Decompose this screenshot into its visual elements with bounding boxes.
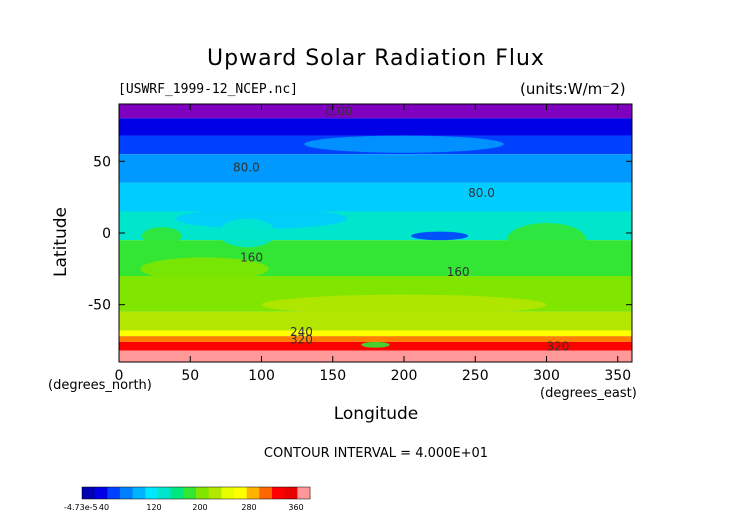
contour-interval-note: CONTOUR INTERVAL = 4.000E+01 [263, 446, 489, 461]
band-9 [119, 330, 632, 337]
colorbar-label: 200 [192, 503, 207, 512]
colorbar-swatch [234, 487, 248, 499]
contour-label: 0.00 [326, 104, 353, 118]
colorbar-swatch [259, 487, 273, 499]
region-1 [176, 208, 347, 229]
region-0 [304, 135, 504, 153]
colorbar-swatch [82, 487, 96, 499]
region-2 [218, 218, 276, 248]
colorbar-swatch [158, 487, 172, 499]
band-0 [119, 104, 632, 119]
colorbar-swatch [246, 487, 260, 499]
colorbar-frame [81, 486, 311, 500]
region-3 [141, 227, 182, 245]
contour-label: 320 [547, 340, 570, 354]
x-axis-label: Longitude [333, 404, 419, 424]
colorbar-swatch [208, 487, 222, 499]
contour-label: 160 [240, 251, 263, 265]
colorbar-swatch [120, 487, 134, 499]
colorbar-swatch [272, 487, 286, 499]
band-8 [119, 311, 632, 331]
colorbar-label: 40 [99, 503, 109, 512]
contour-label: 240 [290, 325, 313, 339]
colorbar-swatch [297, 487, 311, 499]
y-tick-label: -50 [88, 298, 111, 314]
region-4 [411, 231, 469, 241]
band-10 [119, 336, 632, 342]
region-7 [261, 294, 547, 315]
file-label: [USWRF_1999-12_NCEP.nc] [118, 82, 299, 97]
colorbar-swatch [170, 487, 184, 499]
band-4 [119, 182, 632, 212]
colorbar-swatch [183, 487, 197, 499]
band-12 [119, 350, 632, 362]
x-tick-label: 250 [462, 368, 489, 384]
colorbar-label: 120 [146, 503, 161, 512]
contour-label: 80.0 [468, 186, 495, 200]
units-label: (units:W/m⁻2) [520, 80, 626, 98]
region-8 [361, 341, 390, 348]
colorbar-swatch [145, 487, 159, 499]
colorbar-swatch [107, 487, 121, 499]
chart-title: Upward Solar Radiation Flux [207, 46, 545, 71]
x-tick-label: 50 [181, 368, 199, 384]
band-3 [119, 154, 632, 183]
y-units-label: (degrees_east) [540, 386, 637, 401]
colorbar-swatch [221, 487, 235, 499]
band-1 [119, 118, 632, 136]
y-tick-label: 0 [102, 226, 111, 242]
colorbar-swatch [94, 487, 108, 499]
contour-label: 160 [447, 265, 470, 279]
colorbar-swatch [196, 487, 210, 499]
colorbar-label: 360 [288, 503, 303, 512]
colorbar-label: 280 [241, 503, 256, 512]
colorbar-swatch [132, 487, 146, 499]
y-tick-label: 50 [93, 154, 111, 170]
region-6 [140, 257, 269, 281]
contour-label: 320 [290, 332, 313, 346]
x-tick-label: 350 [604, 368, 631, 384]
x-tick-label: 200 [391, 368, 418, 384]
x-tick-label: 0 [115, 368, 124, 384]
contour-label: 80.0 [233, 160, 260, 174]
colorbar-label: -4.73e-5 [64, 503, 98, 512]
colorbar-swatch [284, 487, 298, 499]
x-units-label: (degrees_north) [48, 378, 152, 393]
x-tick-label: 300 [533, 368, 560, 384]
x-tick-label: 150 [319, 368, 346, 384]
region-5 [506, 222, 587, 258]
x-tick-label: 100 [248, 368, 275, 384]
